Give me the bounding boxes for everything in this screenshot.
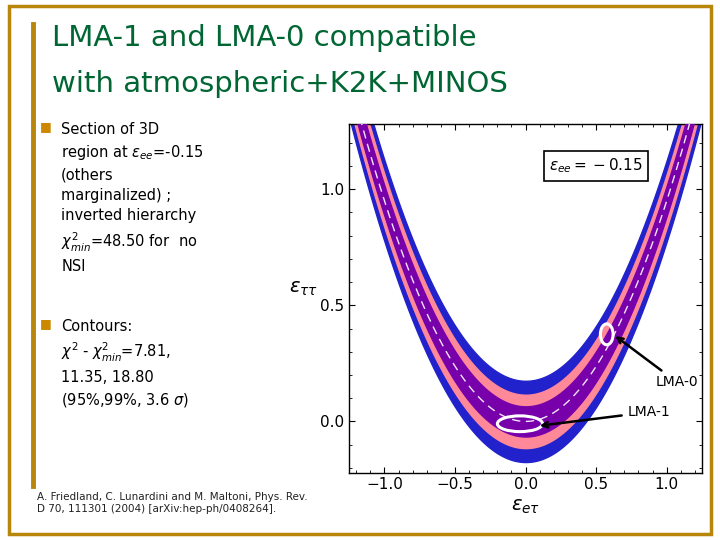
Text: LMA-1 and LMA-0 compatible: LMA-1 and LMA-0 compatible	[52, 24, 477, 52]
Text: $\varepsilon_{ee}=-0.15$: $\varepsilon_{ee}=-0.15$	[549, 157, 643, 176]
Text: A. Friedland, C. Lunardini and M. Maltoni, Phys. Rev.
D 70, 111301 (2004) [arXiv: A. Friedland, C. Lunardini and M. Malton…	[37, 492, 308, 514]
Text: with atmospheric+K2K+MINOS: with atmospheric+K2K+MINOS	[52, 70, 508, 98]
Text: LMA-1: LMA-1	[542, 405, 670, 428]
Text: ■: ■	[40, 317, 51, 330]
Y-axis label: $\varepsilon_{\tau\tau}$: $\varepsilon_{\tau\tau}$	[289, 279, 318, 298]
Text: Contours:
$\chi^2$ - $\chi^2_{min}$=7.81,
11.35, 18.80
(95%,99%, 3.6 $\sigma$): Contours: $\chi^2$ - $\chi^2_{min}$=7.81…	[61, 319, 189, 409]
Text: Section of 3D
region at $\varepsilon_{ee}$=-0.15
(others
marginalized) ;
inverte: Section of 3D region at $\varepsilon_{ee…	[61, 122, 204, 274]
Text: ■: ■	[40, 120, 51, 133]
X-axis label: $\varepsilon_{e\tau}$: $\varepsilon_{e\tau}$	[511, 496, 540, 516]
Text: LMA-0: LMA-0	[618, 338, 698, 389]
